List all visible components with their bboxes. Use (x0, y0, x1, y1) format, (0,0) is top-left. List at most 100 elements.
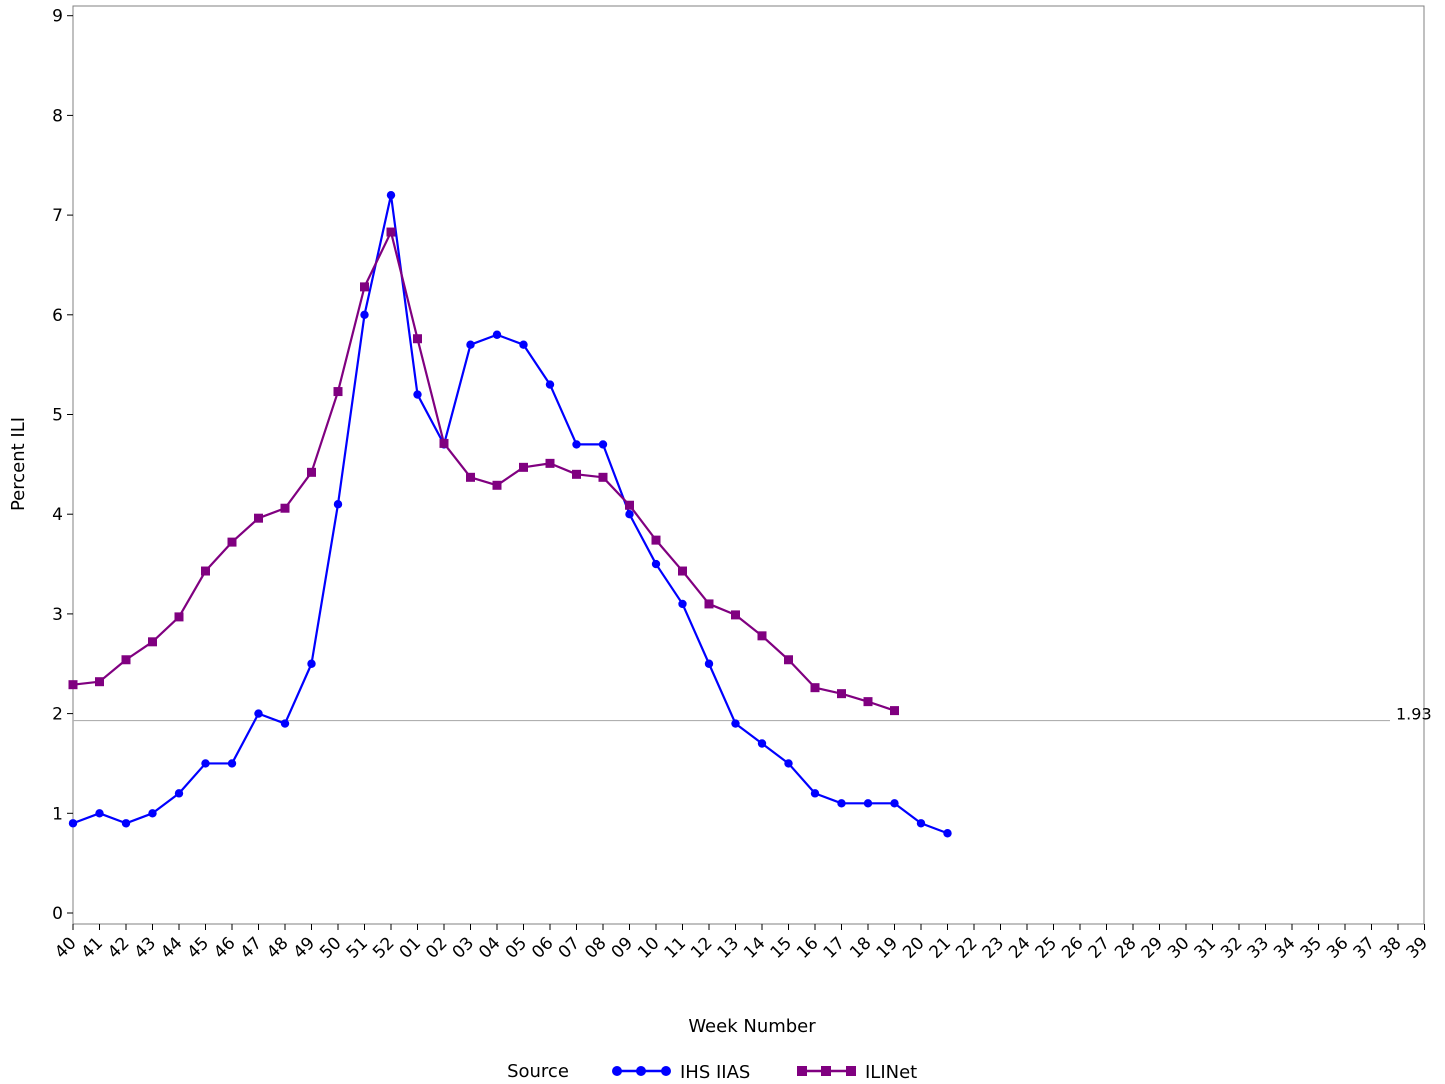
data-point (890, 799, 899, 808)
x-tick-label: 41 (78, 933, 107, 962)
data-point (95, 677, 104, 687)
plot-area (72, 5, 1425, 925)
data-point (333, 500, 343, 509)
x-tick-label: 28 (1111, 933, 1140, 962)
x-tick-label: 51 (343, 933, 372, 962)
legend-title: Source (507, 1061, 569, 1082)
x-tick-label: 03 (449, 933, 478, 962)
x-tick-label: 31 (1191, 933, 1220, 962)
data-point (837, 689, 846, 699)
data-point (413, 334, 422, 344)
data-point (810, 789, 820, 798)
x-tick-label: 39 (1403, 933, 1432, 962)
plot-frame (72, 5, 1425, 925)
data-point (810, 683, 820, 693)
x-tick-label: 19 (873, 933, 902, 962)
y-tick-label: 0 (52, 904, 63, 924)
data-point (784, 759, 793, 768)
x-axis-title: Week Number (688, 1016, 816, 1037)
x-tick-label: 04 (475, 933, 504, 962)
legend: Source IHS IIAS ILINet (507, 1061, 917, 1083)
y-tick-label: 2 (52, 705, 63, 725)
data-point (148, 809, 157, 818)
x-tick-label: 36 (1323, 933, 1352, 962)
series-group (68, 190, 952, 838)
x-tick-label: 21 (926, 933, 955, 962)
data-point (386, 190, 396, 200)
y-tick-label: 4 (52, 505, 63, 525)
data-point (466, 340, 475, 349)
x-tick-label: 38 (1376, 933, 1405, 962)
data-point (227, 759, 237, 768)
x-tick-label: 43 (131, 933, 160, 962)
data-point (307, 659, 316, 668)
data-point (148, 637, 157, 647)
x-tick-label: 07 (555, 933, 584, 962)
data-point (916, 819, 926, 828)
x-tick-label: 15 (767, 933, 796, 962)
x-tick-label: 18 (846, 933, 875, 962)
data-point (466, 472, 475, 482)
data-point (943, 829, 952, 838)
data-point (360, 282, 369, 292)
x-tick-label: 24 (1005, 933, 1034, 962)
series-ilinet (68, 227, 899, 716)
data-point (121, 819, 131, 828)
legend-swatch-marker (821, 1066, 831, 1076)
x-tick-label: 20 (899, 933, 928, 962)
data-point (651, 535, 661, 545)
y-tick-label: 3 (52, 605, 63, 625)
legend-swatch-marker (846, 1066, 856, 1076)
x-tick-label: 25 (1032, 933, 1061, 962)
x-tick-label: 16 (793, 933, 822, 962)
x-tick-label: 37 (1350, 933, 1379, 962)
data-point (678, 566, 687, 576)
data-point (519, 340, 528, 349)
legend-swatch-marker (797, 1066, 807, 1076)
data-point (68, 680, 78, 690)
data-point (201, 759, 210, 768)
x-tick-label: 06 (528, 933, 557, 962)
x-tick-label: 05 (502, 933, 531, 962)
data-point (121, 655, 131, 665)
data-point (492, 330, 502, 339)
data-point (678, 599, 687, 609)
x-tick-label: 22 (952, 933, 981, 962)
y-axis: 0 1 2 3 4 5 6 7 8 9 (52, 7, 73, 924)
data-point (545, 458, 555, 468)
data-point (333, 387, 343, 397)
x-tick-label: 02 (422, 933, 451, 962)
data-point (174, 612, 184, 622)
x-tick-label: 12 (687, 933, 716, 962)
y-tick-label: 1 (52, 804, 63, 824)
data-point (598, 472, 608, 482)
y-tick-label: 7 (52, 206, 63, 226)
data-point (307, 467, 316, 477)
data-point (625, 500, 634, 510)
data-point (95, 809, 104, 818)
legend-swatch-marker (661, 1066, 671, 1076)
x-tick-label: 13 (714, 933, 743, 962)
data-point (731, 719, 740, 728)
data-point (386, 227, 396, 237)
data-point (201, 566, 210, 576)
x-tick-label: 52 (369, 933, 398, 962)
data-point (492, 480, 502, 490)
x-tick-label: 35 (1297, 933, 1326, 962)
data-point (174, 789, 184, 798)
data-point (572, 469, 581, 479)
x-tick-label: 33 (1244, 933, 1273, 962)
y-axis-title: Percent ILI (8, 417, 29, 511)
data-point (837, 799, 846, 808)
x-tick-label: 14 (740, 933, 769, 962)
legend-item: ILINet (797, 1062, 917, 1083)
data-point (439, 438, 449, 448)
data-point (545, 380, 555, 389)
data-point (598, 440, 608, 449)
x-tick-label: 49 (290, 933, 319, 962)
x-tick-label: 44 (157, 933, 186, 962)
x-tick-label: 42 (104, 933, 133, 962)
x-tick-label: 17 (820, 933, 849, 962)
legend-item: IHS IIAS (612, 1062, 750, 1083)
legend-label: ILINet (865, 1062, 917, 1083)
